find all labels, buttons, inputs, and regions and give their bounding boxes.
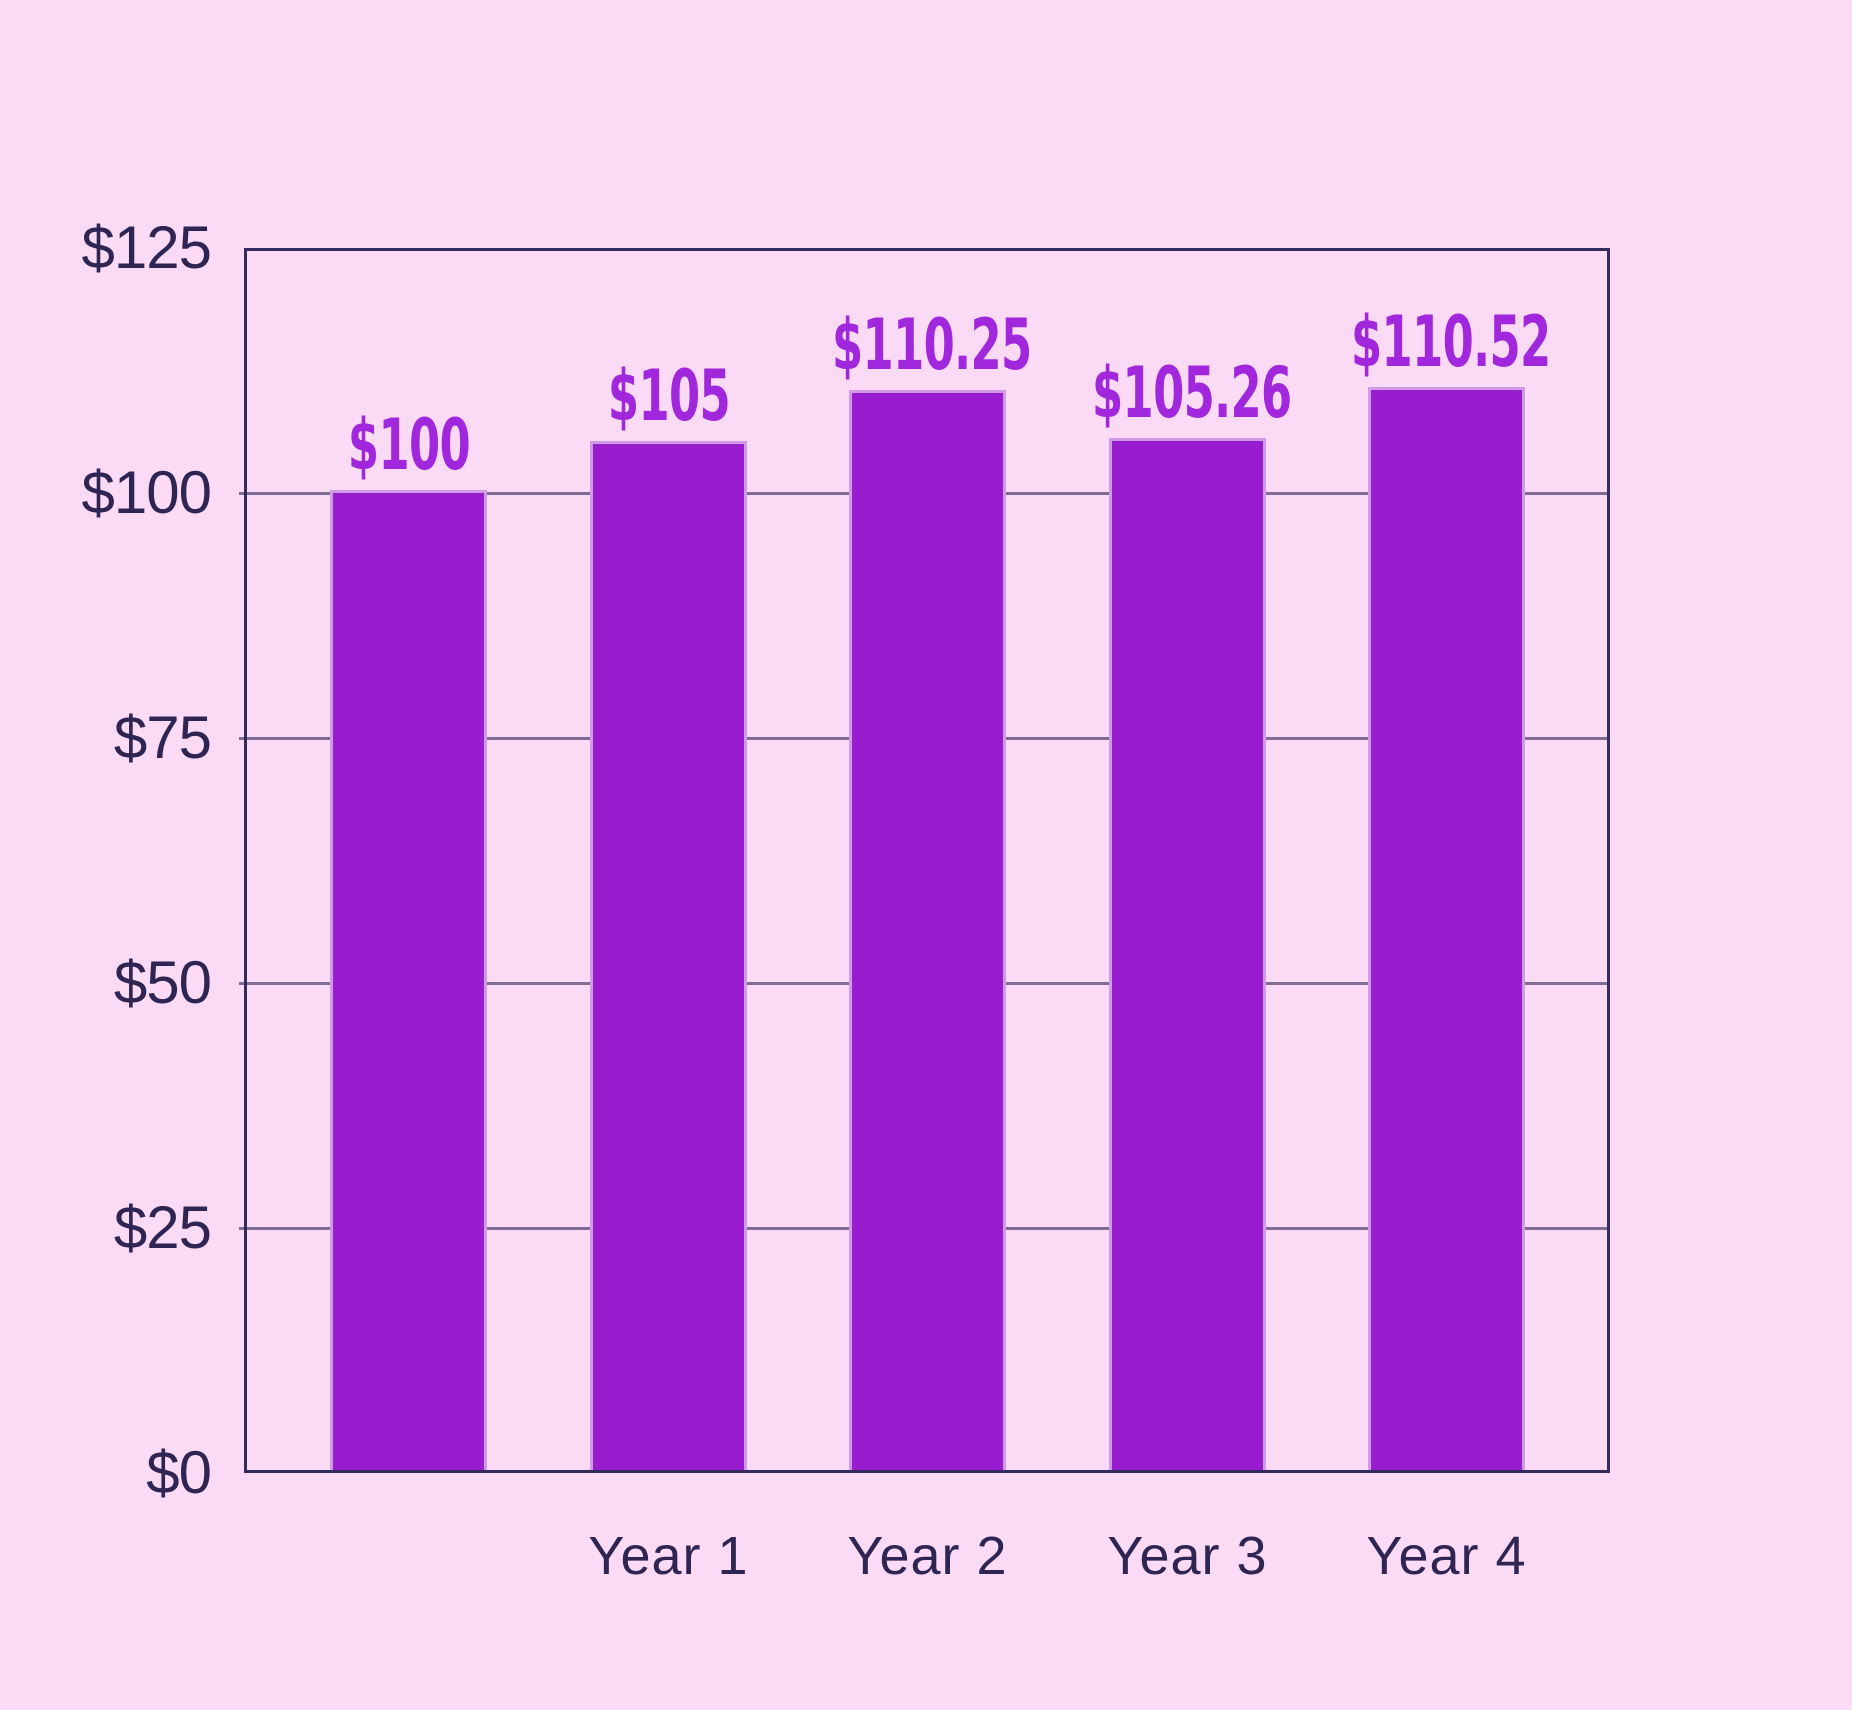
- y-tick-label-25: $25: [113, 1194, 212, 1261]
- bar-value-label-3: $110.25: [831, 303, 1032, 386]
- bar-value-label-4: $105.26: [1091, 352, 1292, 435]
- bar-2: [590, 441, 747, 1470]
- y-tick-label-75: $75: [113, 704, 212, 771]
- x-tick-label-year-1: Year 1: [588, 1526, 749, 1586]
- bar-4: [1109, 438, 1266, 1470]
- y-tick-label-50: $50: [113, 949, 212, 1016]
- y-tick-label-125: $125: [81, 214, 212, 281]
- x-tick-label-year-2: Year 2: [847, 1526, 1008, 1586]
- y-tick-label-0: $0: [146, 1439, 212, 1506]
- bar-value-label-2: $105: [607, 355, 730, 437]
- plot-area: $100 $105 $110.25 $105.26 $110.52: [239, 248, 1610, 1473]
- bar-3: [849, 389, 1006, 1470]
- bar-value-label-1: $100: [347, 404, 470, 486]
- x-tick-label-year-4: Year 4: [1366, 1526, 1527, 1586]
- x-tick-label-year-3: Year 3: [1107, 1526, 1268, 1586]
- bar-1: [330, 490, 487, 1470]
- bar-5: [1368, 386, 1525, 1470]
- y-tick-label-100: $100: [81, 459, 212, 526]
- bar-value-label-5: $110.52: [1350, 300, 1551, 383]
